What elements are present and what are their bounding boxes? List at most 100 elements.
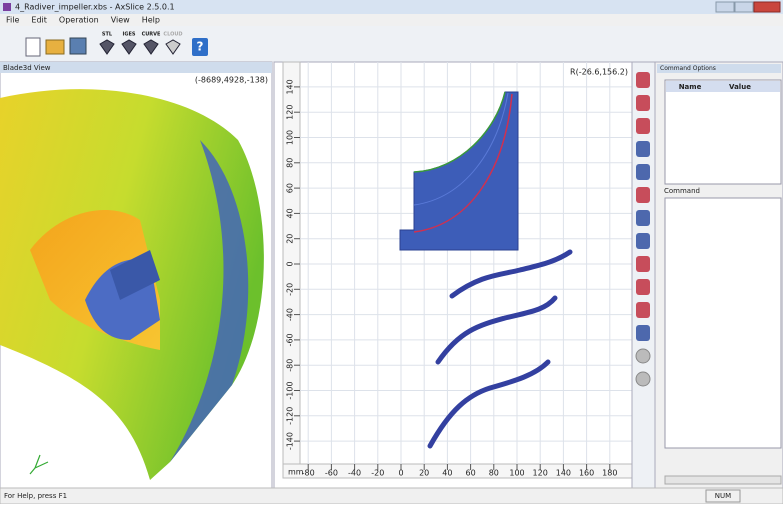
x-tick-label: 40 (442, 469, 452, 478)
column-name: Name (679, 83, 702, 91)
toolbar-label[interactable]: CLOUD (163, 32, 182, 38)
toolbar-label[interactable]: STL (102, 32, 113, 38)
menu-item[interactable]: View (111, 16, 130, 25)
plot-readout: R(-26.6,156.2) (570, 68, 628, 77)
tool-button[interactable] (636, 256, 650, 272)
mid-line (413, 92, 509, 206)
menu-item[interactable]: Help (142, 16, 160, 25)
maximize-button[interactable] (734, 1, 754, 13)
y-tick-label: 100 (286, 130, 295, 145)
h-scrollbar[interactable] (664, 475, 782, 485)
y-tick-label: -20 (286, 283, 295, 296)
y-tick-label: 140 (286, 79, 295, 94)
command-title: Command (664, 187, 700, 195)
tool-button[interactable] (636, 210, 650, 226)
toolbar (0, 26, 783, 62)
tool-button[interactable] (636, 233, 650, 249)
toolbar-icon[interactable] (121, 39, 137, 55)
grid: -80 -60 -40 -20 0 20 40 60 80 100 120 140 160 180 140 1… (286, 62, 632, 478)
window-title: 4_Radiver_impeller.xbs - AxSlice 2.5.0.1 (15, 3, 175, 12)
y-tick-label: -120 (286, 407, 295, 425)
x-tick-label: 0 (398, 469, 403, 478)
new-icon[interactable] (25, 37, 41, 57)
status-bar (0, 487, 783, 505)
tool-button[interactable] (636, 118, 650, 134)
tool-button[interactable] (636, 302, 650, 318)
y-tick-label: 60 (286, 183, 295, 193)
toolbar-icon[interactable] (165, 39, 181, 55)
tool-button[interactable] (635, 348, 651, 364)
status-help: For Help, press F1 (4, 492, 67, 500)
x-tick-label: 60 (466, 469, 476, 478)
tool-button[interactable] (636, 72, 650, 88)
close-button[interactable] (753, 1, 781, 13)
help-glyph: ? (197, 40, 204, 54)
x-tick-label: 100 (509, 469, 524, 478)
view3d-coords: (-8689,4928,-138) (195, 76, 268, 85)
app-icon (3, 3, 11, 11)
tool-button[interactable] (636, 187, 650, 203)
view3d-header (0, 62, 272, 73)
menu-bar (0, 14, 783, 26)
tool-button[interactable] (636, 164, 650, 180)
y-tick-label: 20 (286, 234, 295, 244)
toolbar-icon[interactable] (143, 39, 159, 55)
x-tick-label: 140 (556, 469, 571, 478)
tools (635, 72, 651, 387)
x-tick-label: 20 (419, 469, 429, 478)
status-num: NUM (715, 492, 731, 500)
command-box[interactable] (664, 197, 782, 449)
tool-button[interactable] (636, 279, 650, 295)
x-tick-label: -40 (348, 469, 361, 478)
num-indicator (705, 489, 741, 503)
section-curve-1 (449, 249, 573, 299)
menu-item[interactable]: File (6, 16, 19, 25)
plot-pane (273, 61, 633, 489)
open-icon[interactable] (45, 39, 65, 55)
y-tick-label: -100 (286, 381, 295, 399)
column-value: Value (729, 83, 751, 91)
tool-button[interactable] (636, 325, 650, 341)
y-tick-label: 80 (286, 158, 295, 168)
x-tick-label: 160 (579, 469, 594, 478)
save-icon[interactable] (69, 37, 87, 55)
options-table-header (666, 81, 780, 92)
x-tick-label: -60 (325, 469, 338, 478)
tool-button[interactable] (635, 371, 651, 387)
menu-item[interactable]: Operation (59, 16, 99, 25)
hub-line (413, 91, 506, 173)
blade-edge (170, 140, 249, 462)
menu: File Edit Operation View Help (6, 16, 160, 25)
options-title: Command Options (660, 65, 716, 72)
y-tick-label: 120 (286, 105, 295, 120)
toolbar-icon[interactable] (99, 39, 115, 55)
y-tick-label: -60 (286, 333, 295, 346)
x-tick-label: -20 (371, 469, 384, 478)
title-bar (0, 0, 783, 14)
y-tick-label: -140 (286, 432, 295, 450)
y-tick-label: 0 (286, 261, 295, 266)
options-table (664, 79, 782, 185)
x-tick-label: 120 (533, 469, 548, 478)
x-unit: mm (288, 468, 304, 477)
toolbar-label[interactable]: IGES (123, 32, 136, 38)
x-tick-label: 180 (602, 469, 617, 478)
view3d-title: Blade3d View (3, 64, 51, 72)
options-header (657, 64, 781, 73)
axis-triad (29, 454, 49, 475)
help-icon[interactable] (192, 38, 208, 56)
y-tick-label: -80 (286, 359, 295, 372)
shroud-line (413, 93, 513, 233)
y-tick-label: 40 (286, 208, 295, 218)
x-tick-label: 80 (489, 469, 499, 478)
tool-button[interactable] (636, 95, 650, 111)
minimize-button[interactable] (715, 1, 735, 13)
section-curve-2 (435, 295, 558, 365)
y-tick-label: -40 (286, 308, 295, 321)
x-tick-label: -80 (302, 469, 315, 478)
tool-button[interactable] (636, 141, 650, 157)
menu-item[interactable]: Edit (31, 16, 47, 25)
toolbar-label[interactable]: CURVE (142, 32, 161, 38)
section-curve-3 (427, 359, 551, 449)
